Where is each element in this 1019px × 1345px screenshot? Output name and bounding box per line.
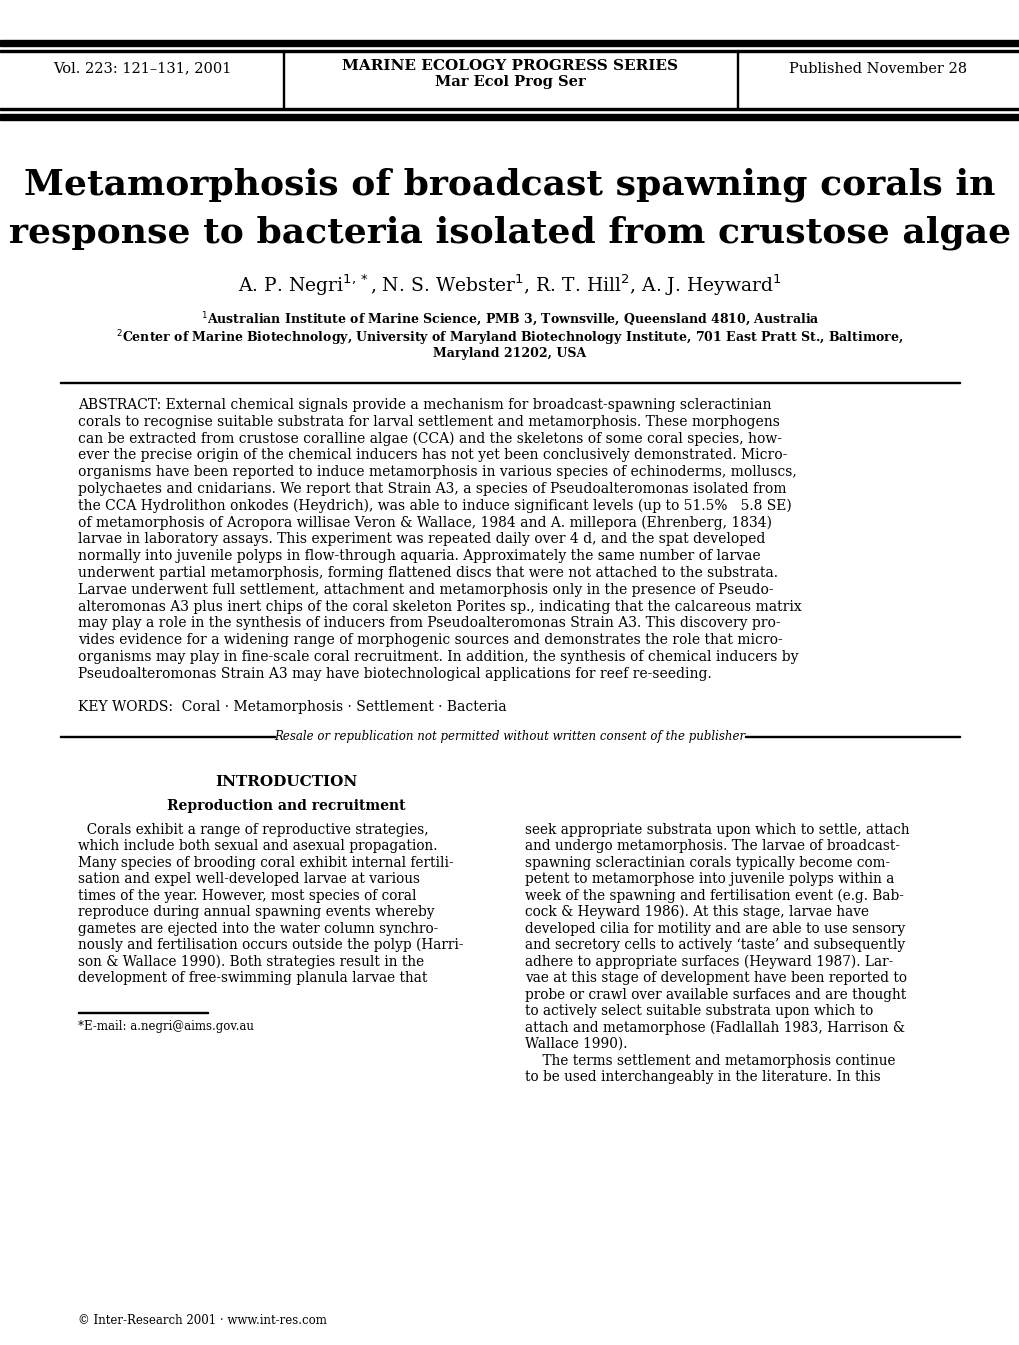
Text: *E-mail: a.negri@aims.gov.au: *E-mail: a.negri@aims.gov.au bbox=[77, 1020, 254, 1033]
Text: $^{2}$Center of Marine Biotechnology, University of Maryland Biotechnology Insti: $^{2}$Center of Marine Biotechnology, Un… bbox=[116, 328, 903, 348]
Bar bbox=[0, 114, 1019, 120]
Text: the CCA Hydrolithon onkodes (Heydrich), was able to induce significant levels (u: the CCA Hydrolithon onkodes (Heydrich), … bbox=[77, 499, 791, 512]
Text: Pseudoalteromonas Strain A3 may have biotechnological applications for reef re-s: Pseudoalteromonas Strain A3 may have bio… bbox=[77, 667, 711, 681]
Text: development of free-swimming planula larvae that: development of free-swimming planula lar… bbox=[77, 971, 427, 985]
Text: and undergo metamorphosis. The larvae of broadcast-: and undergo metamorphosis. The larvae of… bbox=[525, 839, 899, 853]
Text: adhere to appropriate surfaces (Heyward 1987). Lar-: adhere to appropriate surfaces (Heyward … bbox=[525, 955, 893, 968]
Text: developed cilia for motility and are able to use sensory: developed cilia for motility and are abl… bbox=[525, 921, 905, 936]
Text: The terms settlement and metamorphosis continue: The terms settlement and metamorphosis c… bbox=[525, 1053, 895, 1068]
Text: cock & Heyward 1986). At this stage, larvae have: cock & Heyward 1986). At this stage, lar… bbox=[525, 905, 868, 919]
Bar bbox=[0, 40, 1019, 46]
Text: Published November 28: Published November 28 bbox=[788, 62, 966, 75]
Text: seek appropriate substrata upon which to settle, attach: seek appropriate substrata upon which to… bbox=[525, 823, 909, 837]
Text: © Inter-Research 2001 · www.int-res.com: © Inter-Research 2001 · www.int-res.com bbox=[77, 1314, 326, 1326]
Text: may play a role in the synthesis of inducers from Pseudoalteromonas Strain A3. T: may play a role in the synthesis of indu… bbox=[77, 616, 780, 631]
Text: spawning scleractinian corals typically become com-: spawning scleractinian corals typically … bbox=[525, 855, 890, 870]
Text: attach and metamorphose (Fadlallah 1983, Harrison &: attach and metamorphose (Fadlallah 1983,… bbox=[525, 1021, 904, 1034]
Text: gametes are ejected into the water column synchro-: gametes are ejected into the water colum… bbox=[77, 921, 438, 936]
Text: ever the precise origin of the chemical inducers has not yet been conclusively d: ever the precise origin of the chemical … bbox=[77, 448, 787, 463]
Text: Mar Ecol Prog Ser: Mar Ecol Prog Ser bbox=[434, 74, 585, 89]
Text: Larvae underwent full settlement, attachment and metamorphosis only in the prese: Larvae underwent full settlement, attach… bbox=[77, 582, 772, 597]
Text: larvae in laboratory assays. This experiment was repeated daily over 4 d, and th: larvae in laboratory assays. This experi… bbox=[77, 533, 764, 546]
Text: nously and fertilisation occurs outside the polyp (Harri-: nously and fertilisation occurs outside … bbox=[77, 937, 463, 952]
Text: alteromonas A3 plus inert chips of the coral skeleton Porites sp., indicating th: alteromonas A3 plus inert chips of the c… bbox=[77, 600, 801, 613]
Bar bbox=[282, 52, 284, 108]
Text: corals to recognise suitable substrata for larval settlement and metamorphosis. : corals to recognise suitable substrata f… bbox=[77, 414, 780, 429]
Text: A. P. Negri$^{1,*}$, N. S. Webster$^{1}$, R. T. Hill$^{2}$, A. J. Heyward$^{1}$: A. P. Negri$^{1,*}$, N. S. Webster$^{1}$… bbox=[237, 272, 782, 297]
Text: to actively select suitable substrata upon which to: to actively select suitable substrata up… bbox=[525, 1005, 872, 1018]
Text: Metamorphosis of broadcast spawning corals in: Metamorphosis of broadcast spawning cora… bbox=[24, 168, 995, 202]
Text: times of the year. However, most species of coral: times of the year. However, most species… bbox=[77, 889, 416, 902]
Text: which include both sexual and asexual propagation.: which include both sexual and asexual pr… bbox=[77, 839, 437, 853]
Text: response to bacteria isolated from crustose algae: response to bacteria isolated from crust… bbox=[9, 215, 1010, 250]
Text: KEY WORDS:  Coral · Metamorphosis · Settlement · Bacteria: KEY WORDS: Coral · Metamorphosis · Settl… bbox=[77, 699, 506, 714]
Text: $^{1}$Australian Institute of Marine Science, PMB 3, Townsville, Queensland 4810: $^{1}$Australian Institute of Marine Sci… bbox=[201, 311, 818, 330]
Text: Maryland 21202, USA: Maryland 21202, USA bbox=[433, 347, 586, 360]
Text: Reproduction and recruitment: Reproduction and recruitment bbox=[167, 799, 406, 812]
Text: Corals exhibit a range of reproductive strategies,: Corals exhibit a range of reproductive s… bbox=[77, 823, 428, 837]
Text: of metamorphosis of Acropora willisae Veron & Wallace, 1984 and A. millepora (Eh: of metamorphosis of Acropora willisae Ve… bbox=[77, 515, 771, 530]
Text: MARINE ECOLOGY PROGRESS SERIES: MARINE ECOLOGY PROGRESS SERIES bbox=[341, 59, 678, 73]
Text: to be used interchangeably in the literature. In this: to be used interchangeably in the litera… bbox=[525, 1071, 879, 1084]
Bar bbox=[0, 50, 1019, 52]
Text: polychaetes and cnidarians. We report that Strain A3, a species of Pseudoalterom: polychaetes and cnidarians. We report th… bbox=[77, 482, 786, 496]
Text: sation and expel well-developed larvae at various: sation and expel well-developed larvae a… bbox=[77, 872, 420, 886]
Text: ABSTRACT: External chemical signals provide a mechanism for broadcast-spawning s: ABSTRACT: External chemical signals prov… bbox=[77, 398, 770, 412]
Text: son & Wallace 1990). Both strategies result in the: son & Wallace 1990). Both strategies res… bbox=[77, 955, 424, 968]
Text: probe or crawl over available surfaces and are thought: probe or crawl over available surfaces a… bbox=[525, 987, 905, 1002]
Text: vae at this stage of development have been reported to: vae at this stage of development have be… bbox=[525, 971, 906, 985]
Text: Resale or republication not permitted without written consent of the publisher: Resale or republication not permitted wi… bbox=[274, 730, 745, 742]
Text: normally into juvenile polyps in flow-through aquaria. Approximately the same nu: normally into juvenile polyps in flow-th… bbox=[77, 549, 760, 564]
Text: underwent partial metamorphosis, forming flattened discs that were not attached : underwent partial metamorphosis, forming… bbox=[77, 566, 777, 580]
Text: Many species of brooding coral exhibit internal fertili-: Many species of brooding coral exhibit i… bbox=[77, 855, 453, 870]
Text: can be extracted from crustose coralline algae (CCA) and the skeletons of some c: can be extracted from crustose coralline… bbox=[77, 432, 782, 445]
Text: Wallace 1990).: Wallace 1990). bbox=[525, 1037, 627, 1050]
Text: week of the spawning and fertilisation event (e.g. Bab-: week of the spawning and fertilisation e… bbox=[525, 889, 903, 902]
Text: organisms may play in fine-scale coral recruitment. In addition, the synthesis o: organisms may play in fine-scale coral r… bbox=[77, 650, 798, 664]
Text: petent to metamorphose into juvenile polyps within a: petent to metamorphose into juvenile pol… bbox=[525, 872, 894, 886]
Bar bbox=[737, 52, 738, 108]
Text: vides evidence for a widening range of morphogenic sources and demonstrates the : vides evidence for a widening range of m… bbox=[77, 633, 782, 647]
Text: reproduce during annual spawning events whereby: reproduce during annual spawning events … bbox=[77, 905, 434, 919]
Text: INTRODUCTION: INTRODUCTION bbox=[215, 775, 358, 788]
Text: and secretory cells to actively ‘taste’ and subsequently: and secretory cells to actively ‘taste’ … bbox=[525, 937, 904, 952]
Text: Vol. 223: 121–131, 2001: Vol. 223: 121–131, 2001 bbox=[53, 62, 231, 75]
Bar bbox=[0, 108, 1019, 110]
Text: organisms have been reported to induce metamorphosis in various species of echin: organisms have been reported to induce m… bbox=[77, 465, 796, 479]
